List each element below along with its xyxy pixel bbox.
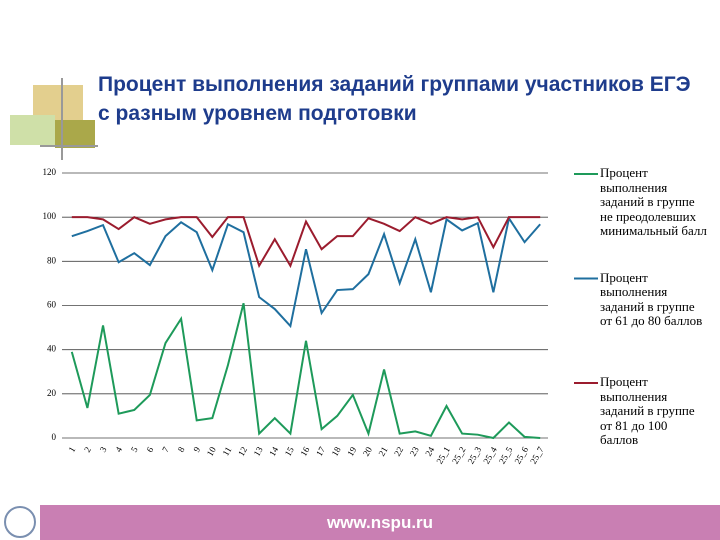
legend-label: Процент выполнения заданий в группе не п… [600, 165, 707, 238]
footer-url: www.nspu.ru [40, 505, 720, 540]
x-tick-label: 17 [314, 445, 327, 458]
y-tick-label: 80 [47, 255, 57, 265]
x-tick-label: 18 [330, 445, 343, 458]
series-line [71, 215, 541, 269]
legend-label: Процент выполнения заданий в группе от 8… [600, 374, 695, 447]
y-tick-label: 120 [43, 167, 57, 177]
x-tick-label: 22 [392, 445, 405, 458]
decor [10, 115, 55, 145]
x-tick-label: 12 [236, 445, 249, 458]
x-tick-label: 24 [423, 445, 436, 458]
x-tick-label: 14 [267, 445, 280, 458]
x-tick-label: 4 [113, 445, 124, 454]
x-tick-label: 13 [252, 445, 265, 458]
x-tick-label: 21 [376, 445, 389, 458]
x-tick-label: 25_4 [481, 445, 499, 466]
x-tick-label: 23 [408, 445, 421, 458]
y-tick-label: 0 [52, 432, 57, 442]
slide-title: Процент выполнения заданий группами учас… [98, 73, 691, 125]
y-tick-label: 20 [47, 388, 57, 398]
logo [4, 506, 36, 538]
x-tick-label: 7 [160, 445, 171, 454]
x-tick-label: 25_5 [497, 445, 515, 466]
x-tick-label: 25_6 [512, 445, 530, 466]
x-tick-label: 11 [220, 445, 233, 458]
series-line [71, 215, 541, 329]
x-tick-label: 10 [205, 445, 218, 458]
y-tick-label: 60 [47, 300, 57, 310]
x-tick-label: 1 [66, 445, 77, 454]
x-tick-label: 19 [345, 445, 358, 458]
x-tick-label: 9 [191, 445, 202, 454]
x-tick-label: 20 [361, 445, 374, 458]
series-line [70, 303, 541, 440]
x-tick-label: 25_7 [528, 445, 546, 466]
x-tick-label: 25_3 [466, 445, 484, 466]
y-tick-label: 40 [47, 344, 57, 354]
legend-label: Процент выполнения заданий в группе от 6… [600, 269, 703, 328]
x-tick-label: 15 [283, 445, 296, 458]
x-tick-label: 3 [98, 445, 109, 454]
x-tick-label: 5 [129, 445, 140, 454]
y-tick-label: 100 [43, 211, 57, 221]
x-tick-label: 2 [82, 445, 93, 454]
x-tick-label: 6 [144, 445, 155, 454]
x-tick-label: 8 [176, 445, 187, 454]
x-tick-label: 25_2 [450, 445, 468, 466]
x-tick-label: 25_1 [434, 445, 452, 466]
x-tick-label: 16 [298, 445, 311, 458]
